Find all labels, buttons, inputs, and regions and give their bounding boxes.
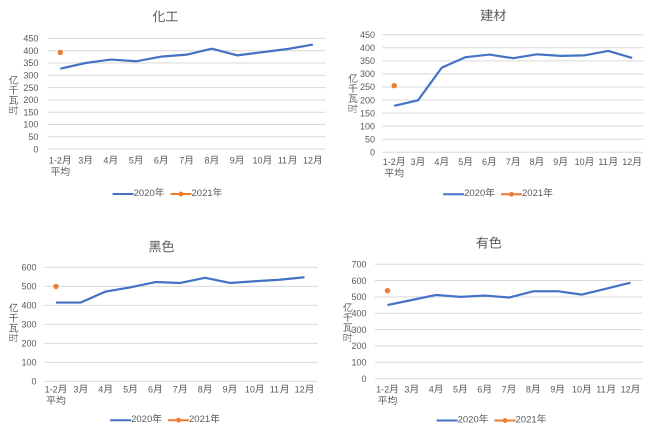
svg-text:4: 4 bbox=[434, 157, 439, 167]
svg-text:100: 100 bbox=[23, 120, 38, 130]
svg-text:100: 100 bbox=[22, 358, 37, 368]
svg-text:200: 200 bbox=[352, 341, 367, 351]
svg-text:5: 5 bbox=[458, 157, 463, 167]
svg-text:2021: 2021 bbox=[522, 188, 543, 199]
svg-text:1-2: 1-2 bbox=[383, 157, 396, 167]
svg-text:700: 700 bbox=[352, 259, 367, 269]
svg-text:3: 3 bbox=[404, 385, 409, 395]
svg-text:9: 9 bbox=[553, 157, 558, 167]
svg-text:4: 4 bbox=[429, 385, 434, 395]
svg-text:300: 300 bbox=[360, 69, 375, 79]
svg-text:10: 10 bbox=[572, 385, 582, 395]
svg-text:150: 150 bbox=[360, 108, 375, 118]
svg-text:9: 9 bbox=[230, 156, 235, 166]
svg-text:10: 10 bbox=[575, 157, 585, 167]
svg-text:0: 0 bbox=[33, 144, 38, 154]
svg-text:6: 6 bbox=[482, 157, 487, 167]
svg-text:9: 9 bbox=[550, 385, 555, 395]
svg-text:3: 3 bbox=[78, 156, 83, 166]
svg-text:1-2: 1-2 bbox=[49, 156, 62, 166]
svg-text:300: 300 bbox=[352, 325, 367, 335]
svg-text:300: 300 bbox=[23, 71, 38, 81]
svg-text:7: 7 bbox=[173, 385, 178, 395]
svg-text:600: 600 bbox=[22, 263, 37, 273]
svg-text:400: 400 bbox=[360, 43, 375, 53]
svg-text:9: 9 bbox=[223, 385, 228, 395]
svg-text:100: 100 bbox=[352, 358, 367, 368]
svg-text:100: 100 bbox=[360, 121, 375, 131]
svg-text:2020: 2020 bbox=[131, 414, 152, 425]
svg-text:500: 500 bbox=[22, 282, 37, 292]
svg-text:1-2: 1-2 bbox=[45, 385, 58, 395]
svg-text:11: 11 bbox=[598, 157, 607, 167]
svg-text:8: 8 bbox=[198, 385, 203, 395]
svg-text:3: 3 bbox=[411, 157, 416, 167]
svg-text:200: 200 bbox=[360, 95, 375, 105]
svg-text:6: 6 bbox=[154, 156, 159, 166]
svg-text:11: 11 bbox=[596, 385, 605, 395]
svg-text:600: 600 bbox=[352, 276, 367, 286]
svg-text:2020: 2020 bbox=[134, 188, 155, 199]
svg-text:11: 11 bbox=[278, 156, 287, 166]
svg-text:10: 10 bbox=[245, 385, 255, 395]
svg-text:6: 6 bbox=[148, 385, 153, 395]
svg-text:4: 4 bbox=[98, 385, 103, 395]
svg-text:200: 200 bbox=[22, 339, 37, 349]
svg-text:250: 250 bbox=[360, 82, 375, 92]
svg-text:10: 10 bbox=[253, 156, 263, 166]
svg-text:12: 12 bbox=[621, 385, 631, 395]
svg-text:8: 8 bbox=[530, 157, 535, 167]
svg-text:2020: 2020 bbox=[458, 414, 479, 425]
svg-text:250: 250 bbox=[23, 83, 38, 93]
svg-text:11: 11 bbox=[270, 385, 279, 395]
svg-text:4: 4 bbox=[103, 156, 108, 166]
svg-text:200: 200 bbox=[23, 95, 38, 105]
svg-text:6: 6 bbox=[477, 385, 482, 395]
svg-text:2021: 2021 bbox=[192, 188, 213, 199]
svg-text:5: 5 bbox=[123, 385, 128, 395]
svg-text:7: 7 bbox=[179, 156, 184, 166]
svg-text:0: 0 bbox=[370, 148, 375, 158]
svg-text:400: 400 bbox=[352, 309, 367, 319]
svg-text:0: 0 bbox=[32, 377, 37, 387]
svg-text:8: 8 bbox=[526, 385, 531, 395]
svg-text:1-2: 1-2 bbox=[376, 385, 389, 395]
svg-text:5: 5 bbox=[453, 385, 458, 395]
svg-text:8: 8 bbox=[205, 156, 210, 166]
svg-text:7: 7 bbox=[502, 385, 507, 395]
svg-text:12: 12 bbox=[295, 385, 305, 395]
svg-text:3: 3 bbox=[73, 385, 78, 395]
svg-text:12: 12 bbox=[303, 156, 313, 166]
svg-text:450: 450 bbox=[360, 30, 375, 40]
svg-text:50: 50 bbox=[365, 135, 375, 145]
svg-text:2020: 2020 bbox=[464, 188, 485, 199]
svg-text:7: 7 bbox=[506, 157, 511, 167]
svg-text:0: 0 bbox=[362, 374, 367, 384]
svg-text:400: 400 bbox=[22, 301, 37, 311]
svg-text:350: 350 bbox=[360, 56, 375, 66]
svg-text:450: 450 bbox=[23, 34, 38, 44]
svg-text:50: 50 bbox=[28, 132, 38, 142]
svg-text:300: 300 bbox=[22, 320, 37, 330]
svg-text:5: 5 bbox=[129, 156, 134, 166]
svg-text:2021: 2021 bbox=[516, 414, 537, 425]
svg-text:500: 500 bbox=[352, 292, 367, 302]
svg-text:2021: 2021 bbox=[189, 414, 210, 425]
svg-text:400: 400 bbox=[23, 46, 38, 56]
svg-text:12: 12 bbox=[622, 157, 632, 167]
svg-text:150: 150 bbox=[23, 107, 38, 117]
svg-text:350: 350 bbox=[23, 58, 38, 68]
